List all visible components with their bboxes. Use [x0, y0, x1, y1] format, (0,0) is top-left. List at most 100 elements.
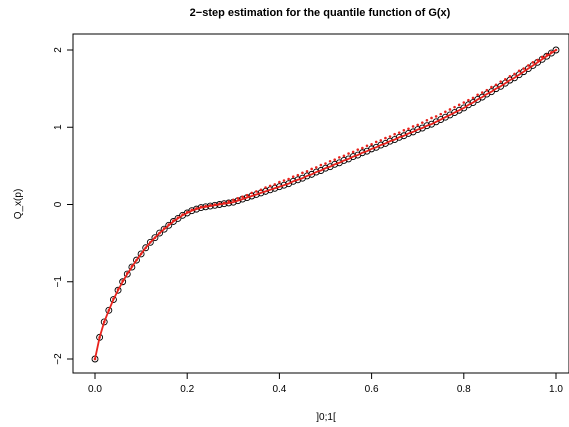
- data-point-dot: [351, 150, 355, 154]
- data-point-dot: [453, 105, 456, 109]
- data-point-dot: [471, 96, 475, 100]
- data-point-circle: [133, 256, 140, 264]
- data-point-dot: [434, 115, 438, 118]
- data-point-dot: [517, 69, 521, 73]
- data-point-dot: [153, 236, 157, 240]
- data-point-dot: [444, 110, 447, 114]
- data-point-dot: [457, 103, 461, 107]
- data-point-dot: [139, 252, 143, 256]
- data-point-dot: [402, 129, 406, 132]
- data-point-circle: [405, 129, 412, 137]
- data-point-dot: [540, 55, 544, 59]
- data-point-dot: [379, 139, 383, 142]
- data-point-dot: [241, 195, 244, 199]
- data-point-dot: [130, 265, 134, 268]
- data-point-dot: [268, 184, 272, 188]
- data-point-dot: [172, 219, 175, 223]
- data-point-dot: [439, 112, 443, 116]
- data-point-dot: [310, 167, 313, 171]
- y-tick-label: 1: [53, 124, 64, 130]
- data-point-dot: [550, 51, 553, 54]
- data-point-circle: [169, 218, 177, 225]
- data-point-circle: [543, 52, 551, 60]
- data-point-circle: [128, 263, 136, 271]
- data-point-circle: [469, 99, 477, 106]
- data-point-circle: [497, 82, 505, 90]
- data-point-circle: [192, 205, 200, 213]
- data-point-circle: [114, 286, 122, 294]
- data-point-circle: [395, 133, 403, 141]
- data-point-circle: [137, 250, 145, 258]
- x-tick-label: 0.8: [457, 384, 471, 395]
- data-point-circle: [156, 229, 163, 237]
- data-point-dot: [167, 223, 171, 226]
- data-point-dot: [384, 136, 387, 140]
- data-point-dot: [503, 78, 507, 81]
- data-point-dot: [407, 127, 410, 131]
- data-point-dot: [218, 202, 221, 206]
- data-point-dot: [425, 118, 429, 122]
- data-point-dot: [527, 64, 530, 67]
- data-point-dot: [328, 159, 332, 163]
- data-point-dot: [236, 197, 240, 200]
- data-point-dot: [324, 162, 327, 165]
- data-point-dot: [513, 72, 516, 76]
- data-point-dot: [430, 116, 433, 120]
- data-point-circle: [280, 181, 288, 189]
- data-point-dot: [107, 309, 111, 312]
- y-tick-label: 0: [53, 201, 64, 207]
- data-point-dot: [264, 186, 267, 189]
- data-point-dot: [245, 193, 249, 197]
- y-tick-label: −2: [53, 353, 64, 365]
- data-point-dot: [176, 216, 180, 219]
- data-point-dot: [393, 132, 396, 136]
- data-point-circle: [547, 49, 555, 57]
- data-point-dot: [185, 210, 189, 214]
- data-point-circle: [142, 244, 150, 252]
- y-tick-label: 2: [53, 47, 64, 53]
- chart-title: 2−step estimation for the quantile funct…: [190, 7, 451, 19]
- data-point-dot: [208, 203, 212, 207]
- data-point-circle: [414, 126, 422, 134]
- data-point-dot: [301, 171, 304, 175]
- data-point-dot: [102, 320, 106, 324]
- data-point-circle: [289, 177, 297, 185]
- data-point-dot: [338, 156, 341, 159]
- data-point-dot: [222, 201, 226, 205]
- data-point-circle: [109, 296, 117, 303]
- data-point-dot: [296, 173, 300, 177]
- data-point-dot: [112, 297, 115, 301]
- x-tick-label: 0.6: [365, 384, 379, 395]
- data-point-dot: [181, 213, 184, 216]
- data-point-circle: [368, 145, 376, 153]
- data-point-circle: [123, 270, 131, 278]
- data-point-circle: [331, 160, 339, 168]
- data-point-circle: [322, 164, 329, 172]
- data-point-dot: [232, 198, 235, 202]
- x-axis-label: ]0;1[: [316, 412, 336, 423]
- data-point-circle: [146, 238, 154, 246]
- data-point-circle: [303, 172, 311, 180]
- data-point-dot: [116, 288, 120, 291]
- data-point-dot: [287, 177, 290, 181]
- data-point-circle: [386, 137, 394, 145]
- data-point-dot: [554, 48, 558, 52]
- data-point-circle: [119, 278, 127, 286]
- data-point-dot: [158, 231, 161, 235]
- x-tick-label: 0.2: [180, 384, 194, 395]
- x-tick-label: 0.0: [88, 384, 102, 395]
- x-tick-label: 1.0: [549, 384, 563, 395]
- data-point-dot: [361, 146, 364, 150]
- series-layer: [91, 46, 560, 363]
- data-point-dot: [121, 279, 124, 283]
- data-point-circle: [188, 207, 196, 215]
- data-point-circle: [552, 46, 560, 54]
- data-point-dot: [204, 204, 207, 208]
- data-point-dot: [485, 88, 489, 92]
- data-point-circle: [377, 141, 385, 149]
- data-point-circle: [275, 183, 283, 191]
- data-point-dot: [162, 227, 166, 230]
- data-point-circle: [478, 93, 486, 101]
- data-point-dot: [93, 357, 97, 361]
